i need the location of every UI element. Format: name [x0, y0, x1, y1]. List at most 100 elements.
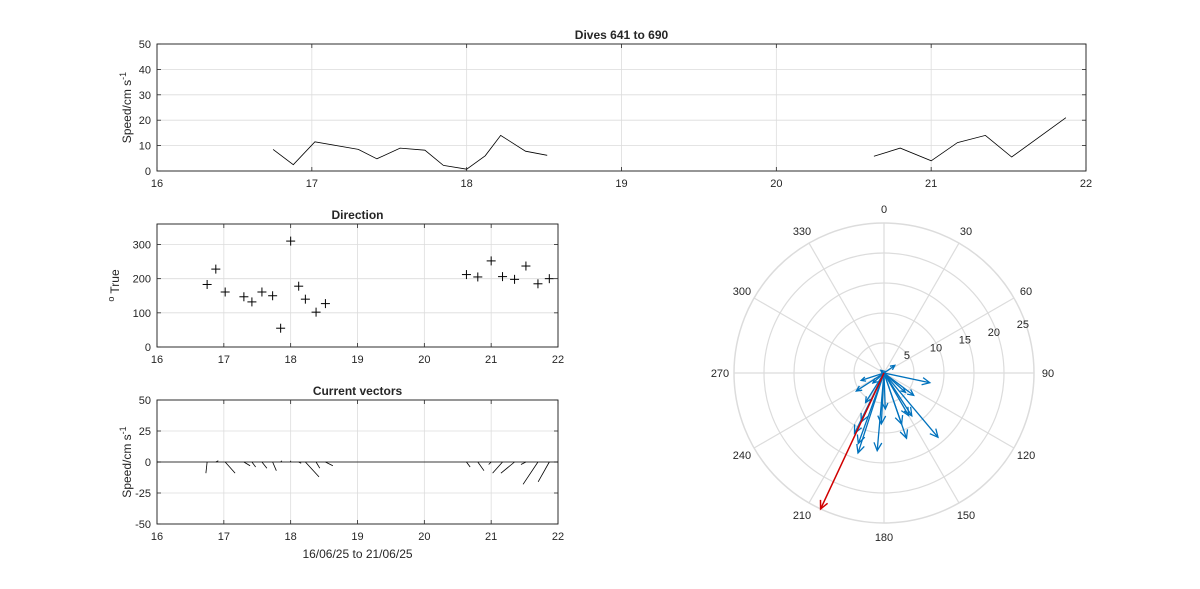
speed-x-tick-label: 20	[770, 178, 782, 190]
compass-arrow	[883, 372, 939, 439]
speed-x-tick-label: 18	[461, 178, 473, 190]
compass-angle-label: 120	[1017, 450, 1035, 462]
speed-y-tick-label: 10	[139, 141, 151, 153]
direction-point	[257, 287, 267, 297]
direction-point	[300, 294, 310, 304]
compass-arrow-head	[859, 376, 867, 382]
speed-x-tick-label: 21	[925, 178, 937, 190]
compass-spoke	[753, 297, 885, 374]
direction-point	[268, 291, 278, 301]
compass-arrow-head	[856, 443, 865, 455]
compass-spoke	[808, 242, 885, 374]
direction-point	[311, 307, 321, 317]
compass-radius-label: 25	[1017, 319, 1029, 331]
direction-x-tick-label: 22	[552, 354, 564, 366]
direction-point	[521, 261, 531, 271]
compass-angle-label: 330	[793, 226, 811, 238]
direction-x-tick-label: 19	[351, 354, 363, 366]
vectors-x-tick-label: 22	[552, 531, 564, 543]
compass-arrow-head	[899, 429, 909, 440]
compass-arrow-shaft	[876, 372, 885, 451]
speed-series-line	[272, 134, 548, 170]
vectors-x-tick-label: 18	[285, 531, 297, 543]
vector-stick	[251, 461, 256, 468]
vectors-y-tick-label: -50	[135, 519, 151, 531]
direction-y-label-text: True	[108, 269, 122, 294]
compass-arrow-shaft	[855, 372, 885, 392]
compass-spoke	[883, 242, 960, 374]
vector-stick	[477, 461, 485, 471]
compass-arrow-shaft	[883, 364, 896, 374]
direction-point	[211, 264, 221, 274]
vectors-y-label: Speed/cm s-1	[118, 426, 134, 497]
direction-x-tick-label: 17	[218, 354, 230, 366]
direction-point	[276, 323, 286, 333]
compass-arrow-shaft	[857, 372, 885, 444]
direction-point	[294, 281, 304, 291]
speed-y-tick-label: 40	[139, 64, 151, 76]
vector-stick	[500, 461, 515, 474]
compass-angle-label: 300	[733, 286, 751, 298]
vectors-y-tick-label: 0	[145, 457, 151, 469]
compass-arrow	[855, 372, 885, 392]
compass-arrow-head	[853, 424, 863, 435]
direction-y-tick-label: 200	[133, 274, 151, 286]
direction-y-label: o True	[106, 269, 122, 302]
vectors-y-tick-label: -25	[135, 488, 151, 500]
speed-y-tick-label: 20	[139, 115, 151, 127]
direction-point	[486, 256, 496, 266]
compass-arrow-head	[929, 428, 939, 439]
compass-angle-label: 270	[711, 368, 729, 380]
vectors-title: Current vectors	[313, 384, 403, 398]
compass-arrow-head	[921, 377, 932, 386]
compass-arrow-shaft	[883, 372, 886, 410]
compass-radius-label: 15	[959, 335, 971, 347]
vector-stick	[315, 461, 321, 469]
compass-angle-label: 0	[881, 204, 887, 216]
direction-x-tick-label: 16	[151, 354, 163, 366]
compass-arrow	[883, 372, 932, 386]
compass-spoke	[883, 297, 1015, 374]
vectors-y-label-text: Speed/cm s	[120, 434, 134, 497]
compass-angle-label: 60	[1020, 286, 1032, 298]
compass-mean-arrow-shaft	[819, 372, 885, 510]
direction-point	[510, 274, 520, 284]
compass-angle-label: 210	[793, 510, 811, 522]
current-vectors-axes: 16 17 18 19 20 21 22 -50 -25 0 25 50 Current vectors…	[118, 384, 564, 561]
compass-plot: 0 30 60 90 120 150 180 210 240 270 300 330 5 10 15 20 25	[711, 204, 1054, 544]
compass-mean-arrow-head	[819, 499, 829, 511]
compass-arrow-head	[906, 389, 915, 397]
speed-y-tick-label: 50	[139, 39, 151, 51]
compass-angle-label: 30	[960, 226, 972, 238]
compass-arrow-shaft	[860, 372, 885, 382]
direction-point	[320, 299, 330, 309]
vector-stick	[224, 461, 236, 474]
compass-arrow	[883, 372, 904, 426]
vector-stick	[205, 461, 208, 474]
direction-y-tick-label: 0	[145, 342, 151, 354]
compass-arrow-shaft	[883, 372, 939, 438]
compass-arrow	[883, 364, 897, 374]
compass-spoke	[883, 372, 1015, 449]
compass-radius-label: 10	[930, 342, 942, 354]
vectors-y-tick-label: 25	[139, 426, 151, 438]
compass-angle-label: 90	[1042, 368, 1054, 380]
compass-mean-arrow	[819, 372, 885, 511]
direction-point	[202, 279, 212, 289]
compass-arrow	[883, 372, 915, 397]
vector-stick	[305, 461, 320, 478]
direction-point	[239, 292, 249, 302]
compass-arrow-head	[877, 415, 887, 426]
compass-arrow-head	[873, 442, 883, 453]
vectors-y-label-sup: -1	[118, 426, 128, 434]
vectors-y-tick-label: 50	[139, 395, 151, 407]
direction-title: Direction	[331, 208, 383, 222]
speed-y-label-text: Speed/cm s	[120, 80, 134, 143]
vector-stick	[520, 461, 527, 465]
vectors-x-tick-label: 21	[485, 531, 497, 543]
direction-point	[247, 297, 257, 307]
vectors-x-label: 16/06/25 to 21/06/25	[302, 547, 412, 561]
direction-point	[473, 272, 483, 282]
direction-x-tick-label: 20	[418, 354, 430, 366]
compass-spoke	[753, 372, 885, 449]
